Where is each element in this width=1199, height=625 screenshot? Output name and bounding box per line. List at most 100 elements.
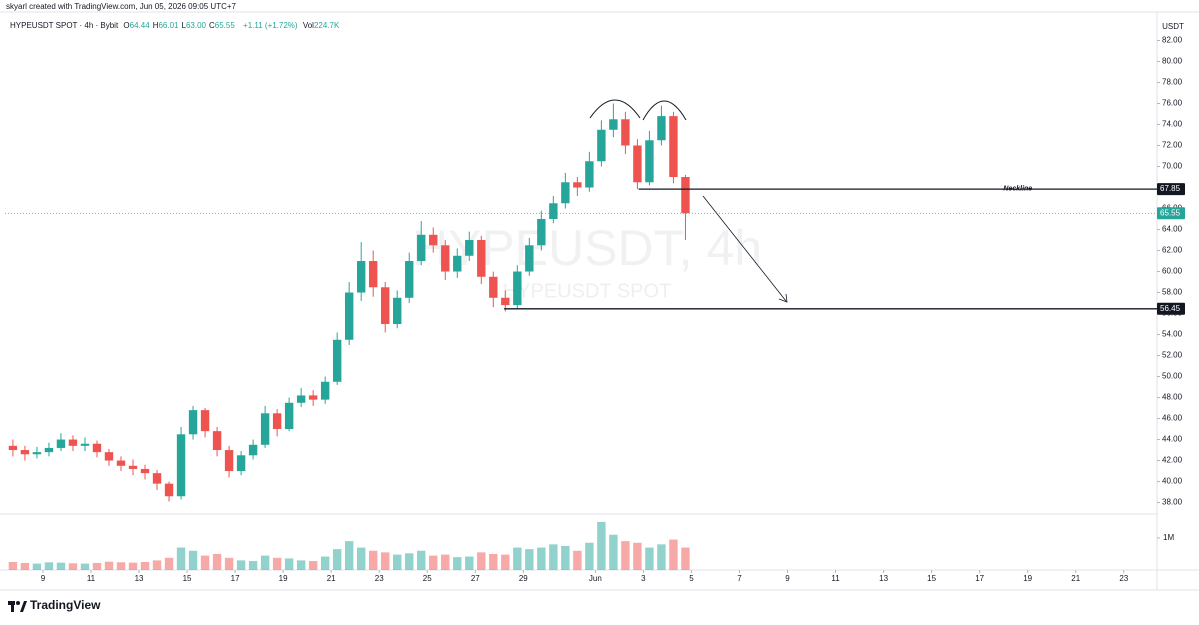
candle-body [465, 240, 474, 256]
candle-body [645, 140, 654, 183]
candle-body [441, 245, 450, 272]
y-tick-label: 58.00 [1162, 288, 1183, 297]
y-tick-label: 70.00 [1162, 162, 1183, 171]
y-tick-label: 78.00 [1162, 78, 1183, 87]
volume-bar [68, 563, 78, 570]
volume-bar [308, 561, 318, 570]
level-label: 67.85 [1160, 184, 1181, 193]
level-label-box [1157, 183, 1185, 196]
y-tick-label: 54.00 [1162, 330, 1183, 339]
y-tick-label: 60.00 [1162, 267, 1183, 276]
candle-body [657, 116, 666, 141]
volume-bar [344, 541, 354, 570]
volume-bar [585, 542, 594, 570]
candle-body [92, 443, 102, 453]
legend: HYPEUSDT SPOT · 4h · Bybit O64.44 H66.01 L… [10, 21, 342, 30]
volume-bar [236, 560, 246, 570]
watermark-subtitle: HYPEUSDT SPOT [503, 280, 672, 302]
volume-bar [224, 557, 234, 570]
candle-body [296, 395, 306, 403]
volume-bar [128, 562, 138, 570]
volume-bar [621, 541, 630, 570]
volume-bar [248, 561, 258, 570]
candle-body [573, 182, 582, 188]
level-name: Neckline [1003, 185, 1032, 192]
candle-body [332, 339, 342, 382]
y-tick-label: 72.00 [1162, 141, 1183, 150]
ohlc-key: C [208, 21, 215, 30]
y-tick-label: 80.00 [1162, 57, 1183, 66]
volume-bar [537, 547, 546, 570]
candle-body [525, 245, 534, 272]
last-price-label: 65.55 [1160, 208, 1181, 217]
candle-body [489, 276, 498, 298]
candle-body [609, 119, 618, 130]
candle-body [561, 182, 570, 204]
brand: TradingView [30, 598, 101, 612]
x-tick-label: 15 [927, 574, 936, 583]
volume-bar [44, 562, 54, 570]
volume-bar [549, 544, 558, 570]
volume-bar [393, 554, 402, 570]
candle-body [236, 455, 246, 472]
x-tick-label: 21 [1071, 574, 1080, 583]
ohlc-key: L [181, 21, 186, 30]
candle-body [200, 410, 210, 432]
volume-bar [441, 554, 450, 570]
x-tick-label: 19 [279, 574, 288, 583]
volume-bar [513, 547, 522, 570]
candle-body [344, 292, 354, 340]
x-tick-label: 25 [423, 574, 432, 583]
symbol: HYPEUSDT SPOT · 4h · Bybit [10, 21, 119, 30]
candle-body [80, 443, 90, 446]
volume-bar [116, 562, 126, 570]
x-tick-label: 15 [183, 574, 192, 583]
x-tick-label: Jun [589, 574, 602, 583]
x-tick-label: 29 [519, 574, 528, 583]
volume-bar [501, 554, 510, 570]
candle-body [248, 444, 258, 456]
volume-bar [92, 562, 102, 570]
volume-bar [104, 561, 114, 570]
volume-bar [573, 550, 582, 570]
x-tick-label: 9 [785, 574, 790, 583]
volume-bar [188, 550, 198, 570]
candle-body [549, 203, 558, 220]
currency: USDT [1162, 22, 1184, 31]
level-label: 56.45 [1160, 304, 1181, 313]
candle-body [164, 483, 174, 497]
x-tick-label: 17 [231, 574, 240, 583]
volume-bar [597, 521, 606, 570]
volume-bar [80, 563, 90, 570]
ohlc-key: H [152, 21, 159, 30]
volume-bar [681, 547, 690, 570]
ohlc: O64.44 H66.01 L63.00 C65.55 [123, 21, 237, 30]
volume-bar [356, 547, 366, 570]
logo [8, 601, 27, 612]
x-tick-label: 7 [737, 574, 742, 583]
candle-body [32, 452, 42, 455]
candle-body [140, 468, 150, 474]
arrow [702, 195, 787, 302]
y-tick-label: 46.00 [1162, 414, 1183, 423]
volume-bar [140, 561, 150, 570]
candle-body [212, 431, 222, 451]
candle-body [152, 473, 162, 484]
vol-key: Vol [302, 21, 314, 30]
candle-body [621, 119, 630, 146]
x-tick-label: 9 [41, 574, 46, 583]
y-tick-label: 44.00 [1162, 435, 1183, 444]
y-tick-label: 62.00 [1162, 246, 1183, 255]
level-label-box [1157, 302, 1185, 315]
volume-bar [332, 549, 342, 570]
x-tick-label: 5 [689, 574, 694, 583]
volume-bar [32, 563, 42, 570]
volume-bar [561, 545, 570, 570]
x-tick-label: 13 [879, 574, 888, 583]
x-tick-label: 11 [831, 574, 840, 583]
v-tick-label: 1M [1163, 533, 1174, 542]
volume-bar [56, 562, 66, 570]
candle-body [68, 439, 78, 446]
candle-body [116, 460, 126, 466]
